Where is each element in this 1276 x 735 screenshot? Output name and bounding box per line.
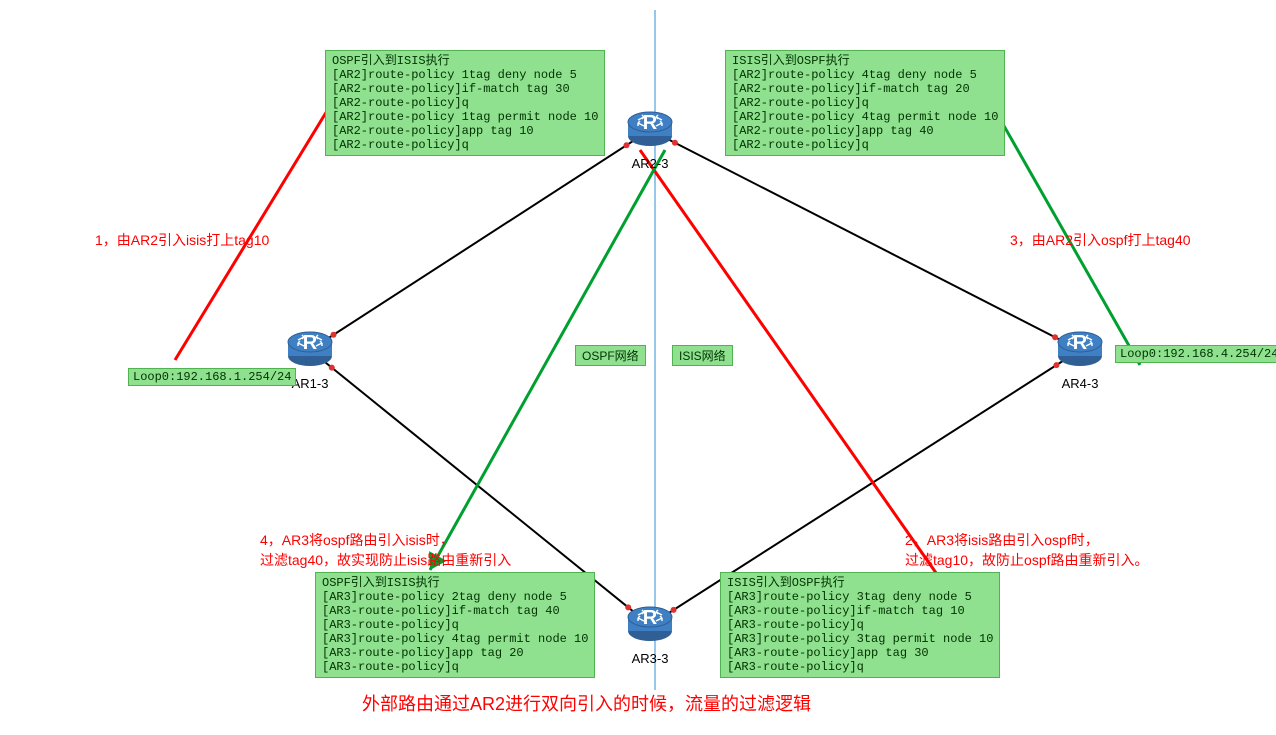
codebox-ospf-to-isis-ar2: OSPF引入到ISIS执行 [AR2]route-policy 1tag den…	[325, 50, 605, 156]
diagram-canvas: R R R R	[0, 0, 1276, 735]
router-label-ar3: AR3-3	[632, 651, 669, 666]
note-step-2: 2，AR3将isis路由引入ospf时， 过滤tag10，故防止ospf路由重新…	[905, 530, 1149, 570]
router-ar1: R	[286, 326, 334, 374]
codebox-isis-to-ospf-ar2: ISIS引入到OSPF执行 [AR2]route-policy 4tag den…	[725, 50, 1005, 156]
codebox-ospf-to-isis-ar3: OSPF引入到ISIS执行 [AR3]route-policy 2tag den…	[315, 572, 595, 678]
svg-text:R: R	[303, 332, 318, 354]
router-label-ar2: AR2-3	[632, 156, 669, 171]
router-label-ar4: AR4-3	[1062, 376, 1099, 391]
note-step-3: 3，由AR2引入ospf打上tag40	[1010, 230, 1191, 250]
svg-text:R: R	[643, 112, 658, 134]
router-ar4: R	[1056, 326, 1104, 374]
label-ospf-network: OSPF网络	[575, 345, 646, 366]
label-loop0-left: Loop0:192.168.1.254/24	[128, 368, 296, 386]
router-ar2: R	[626, 106, 674, 154]
router-label-ar1: AR1-3	[292, 376, 329, 391]
caption-main: 外部路由通过AR2进行双向引入的时候，流量的过滤逻辑	[362, 690, 811, 716]
codebox-isis-to-ospf-ar3: ISIS引入到OSPF执行 [AR3]route-policy 3tag den…	[720, 572, 1000, 678]
svg-text:R: R	[643, 607, 658, 629]
label-isis-network: ISIS网络	[672, 345, 733, 366]
svg-text:R: R	[1073, 332, 1088, 354]
note-step-4: 4，AR3将ospf路由引入isis时， 过滤tag40，故实现防止isis路由…	[260, 530, 511, 570]
router-ar3: R	[626, 601, 674, 649]
note-step-1: 1，由AR2引入isis打上tag10	[95, 230, 269, 250]
label-loop0-right: Loop0:192.168.4.254/24	[1115, 345, 1276, 363]
